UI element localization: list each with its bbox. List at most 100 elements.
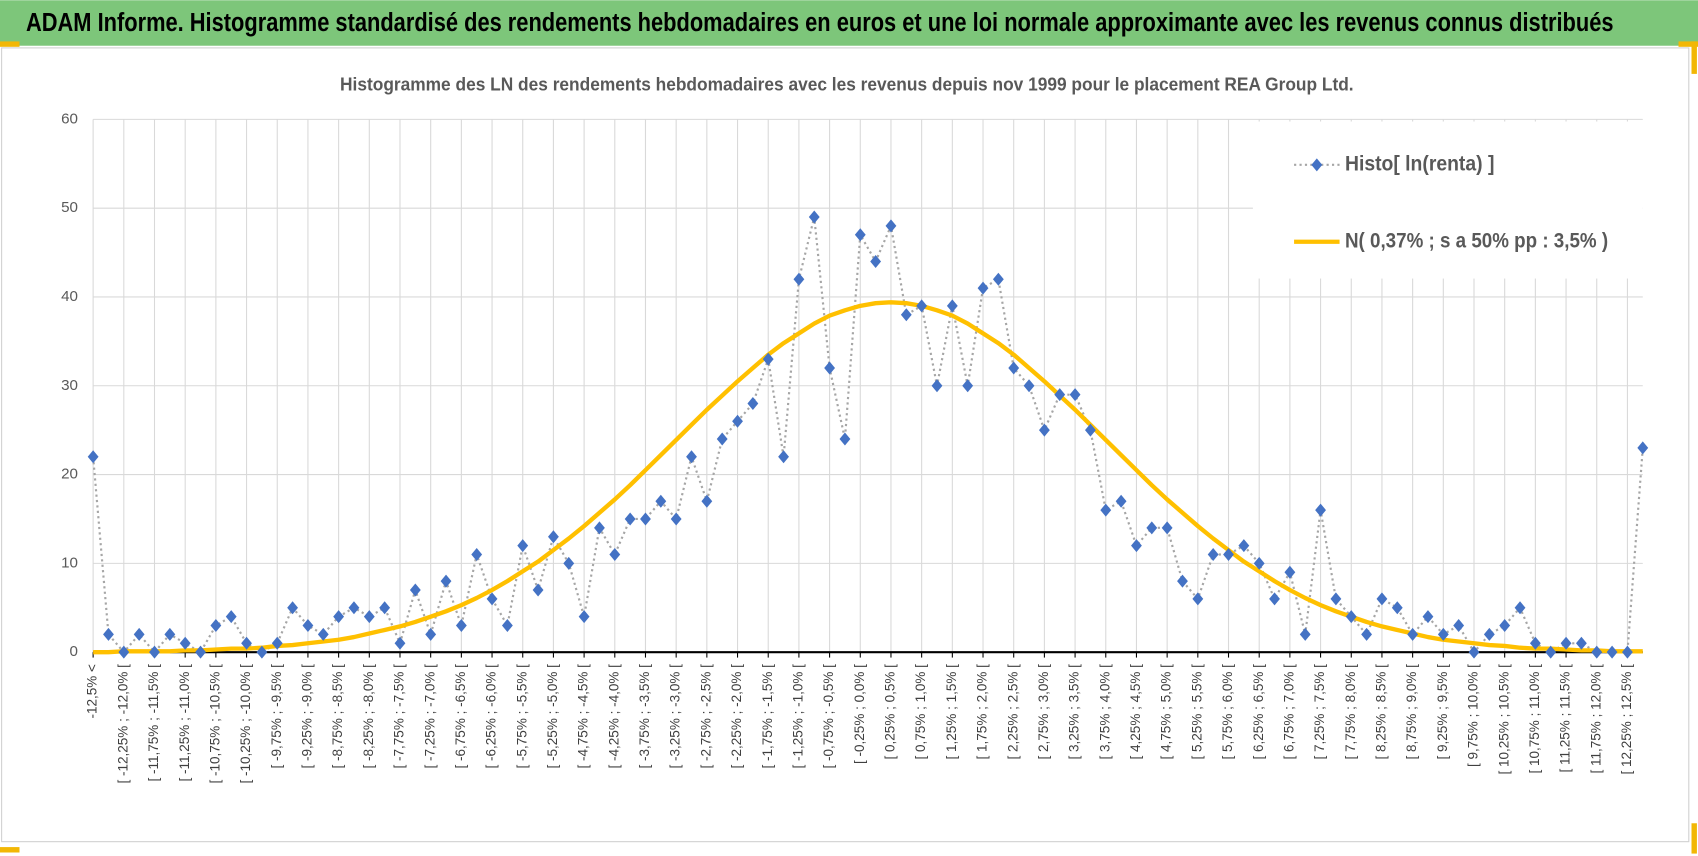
point: [517, 539, 529, 553]
x-tick-label: [ 0,75% ; 1,0% [: [913, 664, 928, 760]
x-tick-label: [ 2,75% ; 3,0% [: [1036, 664, 1051, 760]
point: [118, 645, 130, 659]
x-tick-label: [ 8,75% ; 9,0% [: [1404, 664, 1419, 760]
point: [1591, 645, 1603, 659]
point: [471, 547, 483, 561]
x-tick-label: [ -7,75% ; -7,5% [: [392, 664, 407, 769]
x-tick-label: [ -1,25% ; -1,0% [: [790, 664, 805, 769]
point: [287, 601, 299, 615]
x-tick-label: [ -3,25% ; -3,0% [: [668, 664, 683, 769]
y-tick-label: 60: [61, 110, 78, 127]
point: [455, 619, 467, 633]
x-tick-label: [ -9,25% ; -9,0% [: [300, 664, 315, 769]
chart-title: Histogramme des LN des rendements hebdom…: [340, 74, 1354, 95]
x-tick-label: [ -7,25% ; -7,0% [: [422, 664, 437, 769]
point: [302, 619, 314, 633]
point: [1207, 547, 1219, 561]
x-tick-label: [ 9,75% ; 10,0% [: [1466, 664, 1481, 767]
point: [962, 379, 974, 393]
point: [348, 601, 360, 615]
x-tick-label: [ 4,75% ; 5,0% [: [1159, 664, 1174, 760]
point: [363, 610, 375, 624]
point: [885, 219, 897, 233]
point: [1468, 645, 1480, 659]
x-tick-label: [ 4,25% ; 4,5% [: [1128, 664, 1143, 760]
point: [870, 254, 882, 268]
x-tick-label: [ 0,25% ; 0,5% [: [883, 664, 898, 760]
point: [762, 352, 774, 366]
x-tick-label: [ 1,75% ; 2,0% [: [975, 664, 990, 760]
y-tick-label: 0: [70, 643, 78, 660]
x-tick-label: [ -3,75% ; -3,5% [: [637, 664, 652, 769]
point: [532, 583, 544, 597]
point: [1177, 574, 1188, 588]
point: [1483, 627, 1495, 641]
point: [1131, 539, 1142, 553]
point: [655, 494, 667, 508]
point: [103, 627, 114, 641]
x-tick-label: [ -5,75% ; -5,5% [: [514, 664, 529, 769]
x-tick-label: [ -2,25% ; -2,0% [: [729, 664, 744, 769]
point: [716, 432, 728, 446]
point: [440, 574, 452, 588]
point: [1545, 645, 1557, 659]
normal-curve: [93, 300, 1643, 655]
header-title: ADAM Informe. Histogramme standardisé de…: [26, 7, 1614, 37]
point: [900, 308, 912, 322]
x-tick-label: [ -8,75% ; -8,5% [: [330, 664, 345, 769]
point: [1575, 636, 1587, 650]
x-tick-label: [ -2,75% ; -2,5% [: [698, 664, 713, 769]
point: [839, 432, 851, 446]
x-tick-label: [ -10,25% ; -10,0% [: [238, 664, 253, 784]
y-tick-label: 20: [61, 466, 78, 483]
point: [624, 512, 636, 526]
point: [1514, 601, 1526, 615]
point: [1023, 379, 1035, 393]
point: [1622, 645, 1633, 659]
point: [1299, 627, 1311, 641]
x-tick-label: [ 3,75% ; 4,0% [: [1097, 664, 1112, 760]
legend-label: N( 0,37% ; s a 50% pp : 3,5% ): [1345, 227, 1608, 252]
x-tick-label: -12,5% <: [85, 664, 100, 719]
point: [1315, 503, 1326, 517]
point: [1606, 645, 1618, 659]
point: [1361, 627, 1373, 641]
x-tick-label: [ 9,25% ; 9,5% [: [1435, 664, 1450, 760]
x-tick-label: [ -6,75% ; -6,5% [: [453, 664, 468, 769]
x-tick-label: [ -1,75% ; -1,5% [: [760, 664, 775, 769]
x-tick-label: [ -0,25% ; 0,0% [: [852, 664, 867, 764]
x-tick-label: [ 6,25% ; 6,5% [: [1251, 664, 1266, 760]
point: [931, 379, 943, 393]
chart-frame: [1, 47, 1690, 843]
point: [394, 636, 406, 650]
x-tick-label: [ 3,25% ; 3,5% [: [1067, 664, 1082, 760]
point: [1253, 556, 1265, 570]
x-tick-label: [ -6,25% ; -6,0% [: [484, 664, 499, 769]
y-tick-label: 50: [61, 199, 78, 216]
point: [1100, 503, 1112, 517]
legend: Histo[ ln(renta) ] N( 0,37% ; s a 50% pp …: [1252, 121, 1643, 279]
point: [578, 610, 590, 624]
point: [1437, 627, 1449, 641]
point: [379, 601, 391, 615]
x-tick-label: [ 5,75% ; 6,0% [: [1220, 664, 1235, 760]
point: [1223, 547, 1234, 561]
point: [670, 512, 682, 526]
x-tick-label: [ -12,25% ; -12,0% [: [115, 664, 130, 784]
x-tick-label: [ 11,75% ; 12,0% [: [1588, 664, 1603, 774]
x-tick-label: [ 7,75% ; 8,0% [: [1343, 664, 1358, 760]
point: [1069, 388, 1081, 402]
point: [317, 627, 329, 641]
y-tick-label: 10: [61, 554, 78, 571]
point: [425, 627, 437, 641]
point: [271, 636, 283, 650]
point: [1284, 565, 1296, 579]
legend-bg: [1252, 121, 1643, 279]
point: [210, 619, 222, 633]
point: [1499, 619, 1511, 633]
y-tick-label: 40: [61, 288, 78, 305]
x-tick-label: [ 7,25% ; 7,5% [: [1312, 664, 1327, 760]
corner: [1678, 41, 1698, 47]
